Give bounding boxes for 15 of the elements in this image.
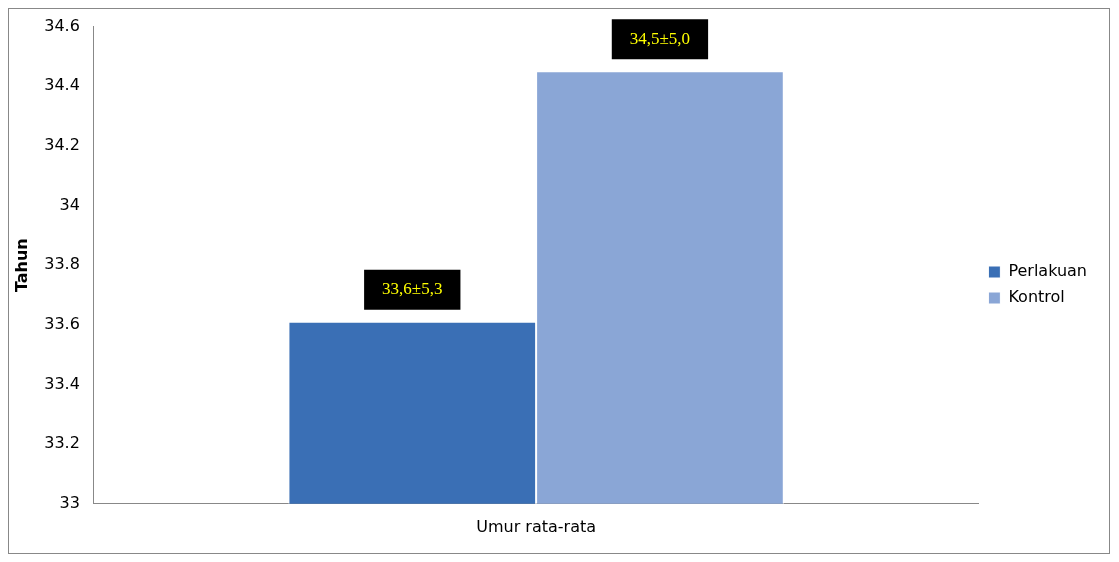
y-tick-label: 33.8 <box>44 254 80 274</box>
data-label: 33,6±5,3 <box>382 279 443 299</box>
y-tick-label: 33.4 <box>44 373 80 393</box>
y-tick-label: 33.2 <box>44 433 80 453</box>
y-tick-label: 34.6 <box>44 15 80 35</box>
legend-label: Perlakuan <box>1008 261 1087 281</box>
y-axis-title: Tahun <box>11 238 31 293</box>
x-tick-label: Umur rata-rata <box>476 516 597 536</box>
y-tick-label: 34.2 <box>44 135 80 155</box>
data-label: 34,5±5,0 <box>629 28 691 48</box>
y-tick-label: 34 <box>59 194 80 214</box>
y-tick-label: 33 <box>59 492 80 512</box>
legend-label: Kontrol <box>1008 287 1065 307</box>
y-tick-label: 34.4 <box>44 75 80 95</box>
y-tick-label: 33.6 <box>44 314 80 334</box>
